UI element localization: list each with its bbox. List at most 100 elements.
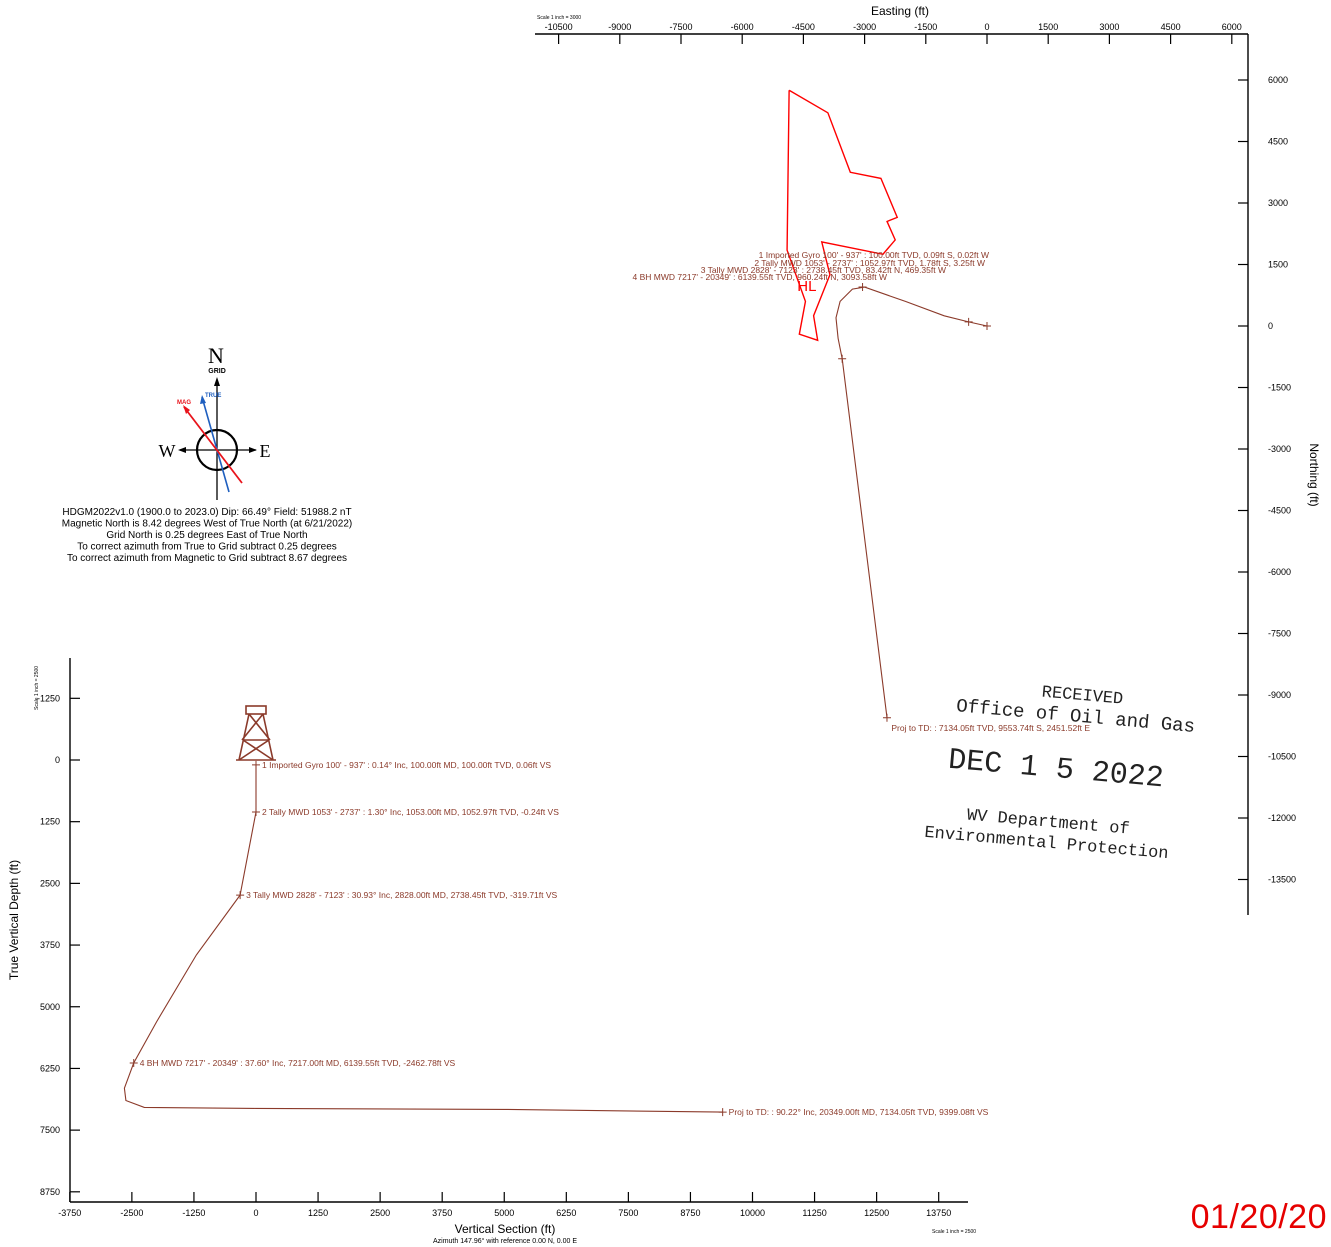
compass-north-label: N bbox=[208, 343, 224, 368]
true-north-arrow-icon bbox=[200, 395, 206, 404]
plan-y-tick-label: -3000 bbox=[1268, 444, 1291, 454]
vs-y-axis-title: True Vertical Depth (ft) bbox=[7, 860, 21, 980]
vs-survey-marker bbox=[236, 891, 245, 900]
vs-survey-annotation: 3 Tally MWD 2828' - 7123' : 30.93° Inc, … bbox=[246, 890, 557, 900]
vs-azimuth-note: Azimuth 147.96° with reference 0.00 N, 0… bbox=[433, 1237, 577, 1245]
true-north-label: TRUE bbox=[205, 393, 221, 399]
plan-view-chart: Scale 1 inch = 3000 Easting (ft) -10500 -… bbox=[535, 4, 1321, 915]
north-arrow-compass: N GRID TRUE MAG W E bbox=[159, 343, 271, 500]
plan-x-tick-label: 3000 bbox=[1099, 22, 1119, 32]
plan-y-tick-label: -12000 bbox=[1268, 813, 1296, 823]
vs-x-tick-label: -2500 bbox=[120, 1208, 143, 1218]
plan-survey-marker bbox=[838, 354, 847, 363]
plan-scale-note: Scale 1 inch = 3000 bbox=[537, 15, 581, 21]
vs-x-tick-label: 13750 bbox=[926, 1208, 951, 1218]
plan-y-tick-label: -10500 bbox=[1268, 752, 1296, 762]
vertical-section-chart: Scale 1 inch = 2500 Scale 1 inch = 2500 … bbox=[7, 658, 989, 1245]
compass-circle bbox=[195, 428, 239, 472]
vs-x-tick-label: 8750 bbox=[680, 1208, 700, 1218]
vs-x-tick-label: 3750 bbox=[432, 1208, 452, 1218]
vs-y-tick-label: 6250 bbox=[40, 1063, 60, 1073]
plan-survey-annotation: Proj to TD: : 7134.05ft TVD, 9553.74ft S… bbox=[891, 723, 1090, 733]
vs-x-tick-label: 1250 bbox=[308, 1208, 328, 1218]
plan-well-path bbox=[835, 286, 988, 718]
west-arrow-icon bbox=[178, 447, 186, 453]
plan-survey-marker bbox=[964, 317, 973, 326]
plan-y-tick-label: -13500 bbox=[1268, 875, 1296, 885]
plan-x-tick-label: -6000 bbox=[731, 22, 754, 32]
vs-y-tick-label: 5000 bbox=[40, 1002, 60, 1012]
vs-x-tick-label: 7500 bbox=[618, 1208, 638, 1218]
plan-y-tick-label: -7500 bbox=[1268, 629, 1291, 639]
vs-x-tick-label: 2500 bbox=[370, 1208, 390, 1218]
compass-grid-label: GRID bbox=[208, 368, 226, 375]
magnetic-info-line: HDGM2022v1.0 (1900.0 to 2023.0) Dip: 66.… bbox=[62, 507, 351, 518]
plan-survey-marker bbox=[983, 322, 991, 330]
compass-west-label: W bbox=[159, 441, 176, 461]
vs-y-tick-label: 7500 bbox=[40, 1125, 60, 1135]
plan-y-tick-label: 3000 bbox=[1268, 198, 1288, 208]
plan-x-tick-label: 0 bbox=[984, 22, 989, 32]
plan-x-axis-title: Easting (ft) bbox=[871, 4, 929, 18]
plan-y-tick-label: 0 bbox=[1268, 321, 1273, 331]
plan-y-axis-title: Northing (ft) bbox=[1307, 443, 1321, 506]
plan-x-tick-label: -4500 bbox=[792, 22, 815, 32]
magnetic-info-block: HDGM2022v1.0 (1900.0 to 2023.0) Dip: 66.… bbox=[62, 507, 353, 564]
vs-x-tick-label: 0 bbox=[253, 1208, 258, 1218]
vs-x-axis-title: Vertical Section (ft) bbox=[455, 1222, 556, 1236]
vs-x-tick-label: 10000 bbox=[740, 1208, 765, 1218]
vs-x-tick-label: 11250 bbox=[802, 1208, 826, 1218]
plan-y-tick-label: -6000 bbox=[1268, 567, 1291, 577]
vs-y-tick-label: 2500 bbox=[40, 878, 60, 888]
plan-y-tick-label: 1500 bbox=[1268, 260, 1288, 270]
vs-survey-marker bbox=[251, 807, 260, 816]
magnetic-info-line: Magnetic North is 8.42 degrees West of T… bbox=[62, 519, 353, 530]
plan-survey-annotation: 1 Imported Gyro 100' - 937' : 100.00ft T… bbox=[759, 250, 989, 260]
plan-y-tick-label: -4500 bbox=[1268, 506, 1291, 516]
plan-x-tick-label: -7500 bbox=[669, 22, 692, 32]
plan-y-tick-label: 4500 bbox=[1268, 137, 1288, 147]
plan-y-tick-label: -9000 bbox=[1268, 690, 1291, 700]
vs-y-tick-label: 8750 bbox=[40, 1187, 60, 1197]
true-north-line bbox=[201, 396, 230, 493]
lease-boundary bbox=[786, 89, 899, 342]
page-date-footer: 01/20/20 bbox=[1190, 1198, 1327, 1236]
magnetic-north-line bbox=[183, 406, 243, 484]
vs-survey-marker bbox=[718, 1108, 727, 1117]
magnetic-north-arrow-icon bbox=[183, 405, 190, 414]
plan-x-tick-label: 6000 bbox=[1222, 22, 1242, 32]
vs-x-tick-label: 6250 bbox=[556, 1208, 576, 1218]
plan-x-tick-label: -9000 bbox=[608, 22, 631, 32]
vs-y-tick-label: 0 bbox=[55, 755, 60, 765]
compass-east-label: E bbox=[260, 441, 271, 461]
vs-survey-annotation: 4 BH MWD 7217' - 20349' : 37.60° Inc, 72… bbox=[140, 1058, 456, 1068]
plan-y-tick-label: 6000 bbox=[1268, 75, 1288, 85]
plan-y-tick-label: -1500 bbox=[1268, 383, 1291, 393]
stamp-date-text: DEC 1 5 2022 bbox=[947, 744, 1165, 797]
plan-x-tick-label: 4500 bbox=[1161, 22, 1181, 32]
plan-x-tick-label: -1500 bbox=[914, 22, 937, 32]
vs-y-tick-label: 1250 bbox=[40, 817, 60, 827]
vs-scale-note-bottom: Scale 1 inch = 2500 bbox=[932, 1229, 976, 1235]
plan-x-tick-label: 1500 bbox=[1038, 22, 1058, 32]
vs-y-tick-label: -1250 bbox=[37, 693, 60, 703]
vs-x-tick-label: -3750 bbox=[58, 1208, 81, 1218]
east-arrow-icon bbox=[249, 447, 257, 453]
plan-survey-marker bbox=[858, 283, 867, 292]
vs-y-tick-label: 3750 bbox=[40, 940, 60, 950]
vs-x-tick-label: 5000 bbox=[494, 1208, 514, 1218]
magnetic-info-line: Grid North is 0.25 degrees East of True … bbox=[106, 530, 307, 541]
vs-survey-annotation: Proj to TD: : 90.22° Inc, 20349.00ft MD,… bbox=[729, 1107, 989, 1117]
magnetic-info-line: To correct azimuth from Magnetic to Grid… bbox=[67, 553, 347, 564]
magnetic-info-line: To correct azimuth from True to Grid sub… bbox=[77, 542, 337, 553]
plan-x-tick-label: -10500 bbox=[545, 22, 573, 32]
plan-survey-annotation: 2 Tally MWD 1053' - 2737' : 1052.97ft TV… bbox=[754, 258, 985, 268]
vs-survey-marker bbox=[252, 760, 261, 769]
plan-x-tick-label: -3000 bbox=[853, 22, 876, 32]
drilling-rig-icon bbox=[236, 705, 276, 761]
plan-survey-marker bbox=[882, 713, 891, 722]
vs-well-path bbox=[123, 764, 723, 1113]
magnetic-north-label: MAG bbox=[177, 400, 191, 406]
vs-survey-marker bbox=[129, 1058, 138, 1067]
